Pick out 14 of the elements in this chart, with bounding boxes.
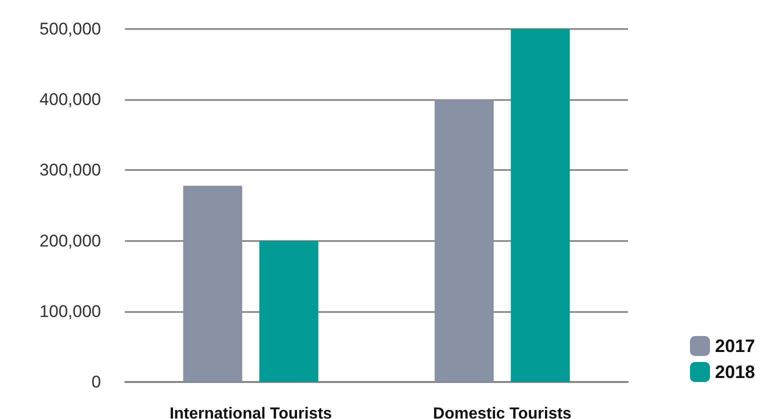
x-tick-label: International Tourists [170,406,332,419]
legend-label: 2018 [714,362,756,382]
bar [259,240,318,382]
y-tick-label: 300,000 [40,160,101,180]
bar [434,100,494,382]
y-tick-label: 500,000 [40,20,101,38]
y-tick-label: 200,000 [40,231,101,250]
bar [510,29,570,382]
y-tick-label: 100,000 [40,302,101,321]
y-tick-label: 400,000 [40,90,101,110]
legend-label: 2017 [714,336,756,356]
x-tick-label: Domestic Tourists [433,406,572,419]
bar [183,186,242,382]
y-tick-label: 0 [92,372,101,392]
